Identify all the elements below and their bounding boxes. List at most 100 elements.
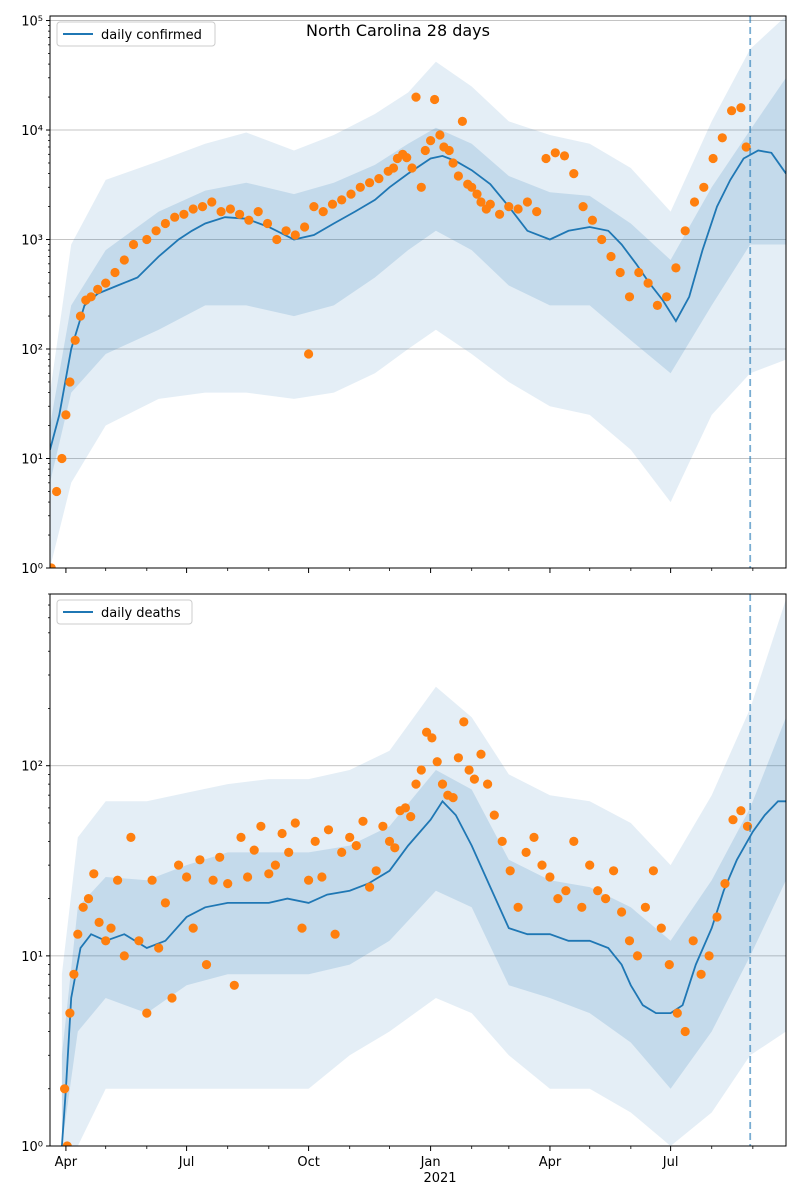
observed-point — [351, 841, 361, 851]
inner-uncertainty-band — [61, 717, 786, 1146]
observed-point — [188, 923, 198, 933]
observed-point — [119, 951, 129, 961]
observed-point — [569, 169, 579, 179]
y-tick-label: 10² — [21, 343, 43, 358]
observed-point — [553, 894, 563, 904]
observed-point — [160, 218, 170, 229]
top-grid — [50, 20, 786, 459]
observed-point — [270, 860, 280, 870]
observed-point — [704, 951, 714, 961]
observed-point — [400, 803, 410, 813]
observed-point — [577, 902, 587, 912]
observed-point — [208, 875, 218, 885]
observed-point — [717, 133, 727, 143]
observed-point — [215, 852, 225, 862]
observed-point — [89, 869, 99, 879]
observed-point — [346, 189, 356, 199]
observed-point — [671, 263, 681, 273]
observed-point — [741, 142, 751, 152]
observed-point — [402, 153, 412, 163]
observed-point — [60, 1084, 70, 1094]
deaths-panel: 10⁰ 10¹ 10² Apr Jul Oct Jan Apr Jul daily death… — [21, 593, 787, 1186]
x-tick-label: Jul — [662, 1155, 679, 1170]
observed-point — [504, 202, 514, 212]
observed-point — [430, 94, 440, 105]
observed-point — [365, 178, 375, 188]
observed-point — [416, 765, 426, 775]
observed-point — [585, 860, 595, 870]
observed-point — [290, 230, 300, 240]
observed-point — [444, 145, 454, 156]
observed-point — [142, 1008, 152, 1018]
observed-point — [420, 145, 430, 156]
observed-point — [495, 209, 505, 219]
observed-point — [407, 163, 417, 173]
observed-point — [469, 774, 479, 784]
observed-point — [476, 749, 486, 759]
observed-point — [680, 1026, 690, 1037]
observed-point — [497, 836, 507, 847]
observed-point — [317, 872, 327, 882]
observed-point — [235, 209, 245, 219]
observed-point — [264, 869, 274, 879]
observed-point — [459, 717, 469, 727]
observed-point — [427, 733, 437, 743]
observed-point — [406, 812, 416, 822]
y-tick-label: 10⁰ — [21, 1140, 43, 1155]
observed-point — [453, 171, 463, 181]
bottom-x-axis: Apr Jul Oct Jan Apr Jul — [55, 1146, 754, 1170]
bottom-uncertainty-bands — [61, 599, 786, 1146]
observed-point — [615, 267, 625, 278]
x-tick-label: Oct — [297, 1155, 319, 1170]
observed-point — [648, 866, 659, 876]
observed-point — [70, 335, 80, 345]
observed-point — [467, 182, 477, 192]
observed-point — [106, 923, 116, 933]
observed-point — [126, 832, 136, 843]
observed-point — [550, 148, 560, 158]
observed-point — [297, 923, 307, 933]
observed-point — [57, 453, 67, 464]
observed-point — [284, 847, 294, 858]
observed-point — [75, 311, 86, 321]
observed-point — [216, 207, 226, 217]
top-observed-points — [50, 92, 751, 568]
observed-point — [229, 980, 239, 990]
observed-point — [513, 902, 523, 912]
observed-point — [253, 207, 263, 217]
observed-point — [521, 847, 531, 858]
outer-uncertainty-band — [61, 599, 786, 1146]
observed-point — [355, 182, 365, 192]
observed-point — [656, 923, 666, 933]
observed-point — [195, 855, 205, 865]
observed-point — [160, 898, 170, 908]
observed-point — [432, 757, 442, 767]
observed-point — [632, 951, 643, 961]
observed-point — [529, 832, 539, 843]
observed-point — [345, 832, 355, 843]
observed-point — [426, 136, 436, 146]
observed-point — [142, 234, 152, 245]
observed-point — [225, 204, 235, 214]
observed-point — [201, 960, 212, 970]
top-x-ticks — [65, 568, 754, 573]
y-tick-label: 10¹ — [21, 453, 43, 468]
observed-point — [94, 917, 104, 928]
bottom-observed-points — [60, 717, 753, 1146]
observed-point — [327, 199, 338, 209]
observed-point — [378, 821, 388, 831]
observed-point — [223, 879, 233, 889]
observed-point — [243, 872, 253, 882]
observed-point — [101, 278, 111, 288]
observed-point — [672, 1008, 682, 1018]
observed-point — [262, 218, 273, 229]
bottom-legend: daily deaths — [56, 599, 193, 625]
observed-point — [272, 234, 282, 245]
observed-point — [624, 292, 635, 302]
x-tick-label: Jul — [178, 1155, 195, 1170]
observed-point — [73, 929, 83, 939]
observed-point — [50, 563, 56, 568]
observed-point — [708, 153, 718, 164]
top-legend-box — [56, 21, 216, 47]
